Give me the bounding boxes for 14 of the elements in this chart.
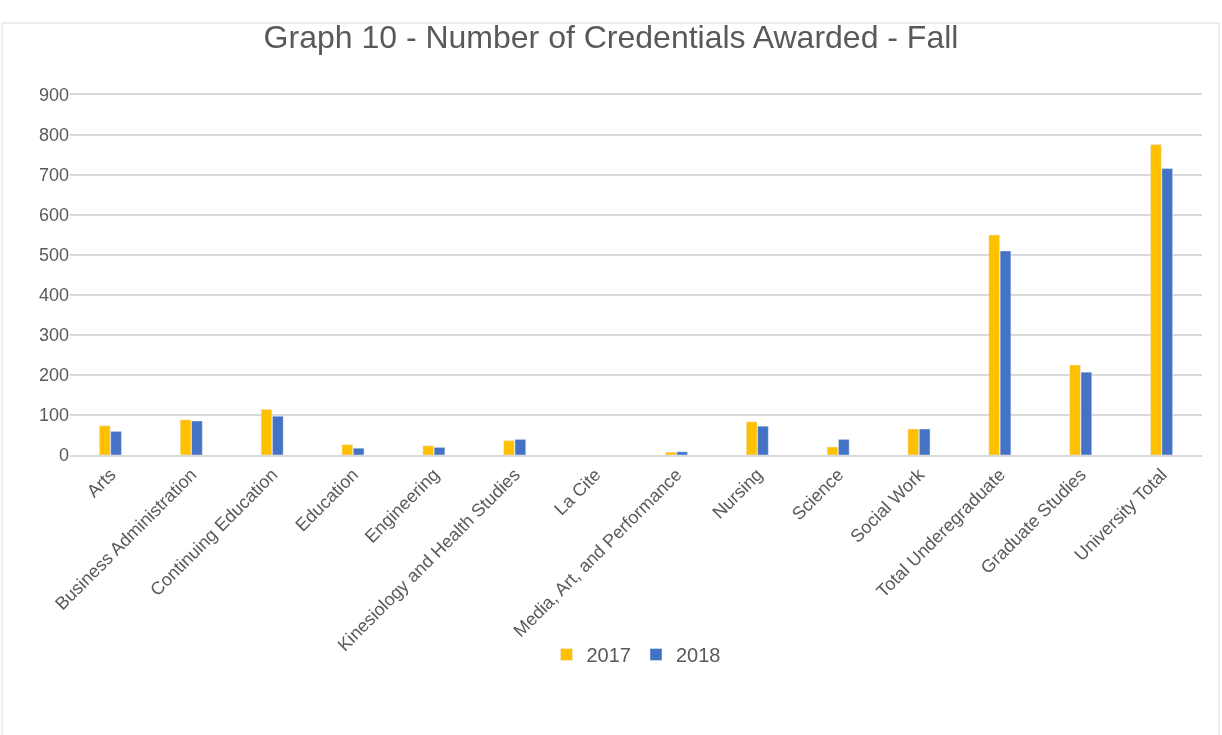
y-tick-label: 300 bbox=[38, 325, 69, 346]
y-tick-label: 400 bbox=[38, 285, 69, 306]
y-tick-label: 900 bbox=[38, 85, 69, 106]
legend-label: 2017 bbox=[586, 644, 631, 667]
y-tick-label: 200 bbox=[38, 365, 69, 386]
y-tick-label: 800 bbox=[38, 125, 69, 146]
y-tick-label: 100 bbox=[38, 405, 69, 426]
x-tick-label: La Cite bbox=[550, 464, 605, 520]
legend-label: 2018 bbox=[676, 644, 721, 667]
y-tick-label: 500 bbox=[38, 245, 69, 266]
y-tick-label: 700 bbox=[38, 165, 69, 186]
y-tick-label: 0 bbox=[58, 445, 69, 466]
chart-title: Graph 10 - Number of Credentials Awarded - Fall bbox=[263, 19, 959, 56]
y-tick-label: 600 bbox=[38, 205, 69, 226]
